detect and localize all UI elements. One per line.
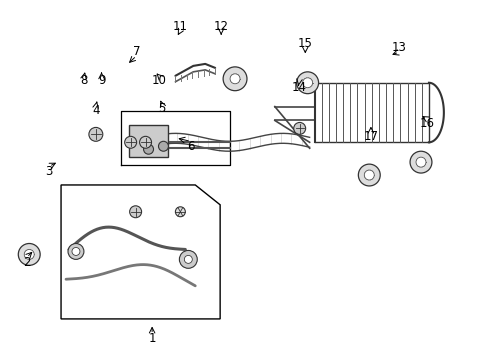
Text: 2: 2 xyxy=(23,256,30,269)
Text: 7: 7 xyxy=(133,45,140,58)
Text: 4: 4 xyxy=(92,104,100,117)
Text: 15: 15 xyxy=(297,37,312,50)
Circle shape xyxy=(175,207,185,217)
Circle shape xyxy=(415,157,425,167)
Circle shape xyxy=(302,78,312,88)
Circle shape xyxy=(179,251,197,268)
Circle shape xyxy=(184,255,192,264)
Text: 9: 9 xyxy=(98,74,105,87)
Circle shape xyxy=(364,170,373,180)
Circle shape xyxy=(230,74,240,84)
Circle shape xyxy=(139,136,151,148)
Circle shape xyxy=(158,141,168,151)
Circle shape xyxy=(293,122,305,134)
Text: 3: 3 xyxy=(45,165,53,177)
Circle shape xyxy=(18,243,40,265)
Circle shape xyxy=(223,67,246,91)
Circle shape xyxy=(358,164,380,186)
Circle shape xyxy=(129,206,142,218)
Text: 10: 10 xyxy=(152,74,166,87)
Text: 5: 5 xyxy=(158,102,165,115)
Text: 12: 12 xyxy=(213,20,228,33)
Text: 6: 6 xyxy=(187,140,194,153)
Circle shape xyxy=(24,249,34,260)
Circle shape xyxy=(68,243,84,260)
Text: 1: 1 xyxy=(148,333,156,346)
Circle shape xyxy=(72,247,80,255)
Text: 17: 17 xyxy=(363,130,378,143)
Circle shape xyxy=(124,136,136,148)
Text: 11: 11 xyxy=(172,20,187,33)
Circle shape xyxy=(89,127,102,141)
Bar xyxy=(128,125,168,157)
Circle shape xyxy=(409,151,431,173)
Circle shape xyxy=(143,144,153,154)
Text: 16: 16 xyxy=(419,117,433,130)
Text: 13: 13 xyxy=(391,41,406,54)
Text: 8: 8 xyxy=(80,74,87,87)
Circle shape xyxy=(296,72,318,94)
Text: 14: 14 xyxy=(291,81,306,94)
